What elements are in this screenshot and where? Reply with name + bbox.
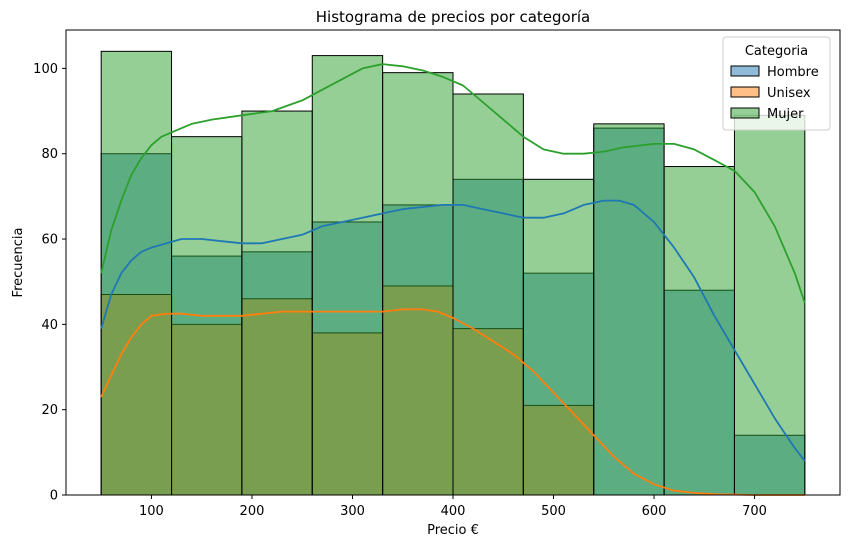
kde-line-unisex (100, 308, 805, 496)
y-tick-label: 100 (33, 62, 58, 77)
chart-title: Histograma de precios por categoría (316, 8, 590, 26)
x-axis-ticks: 100 200 300 400 500 600 700 (139, 495, 767, 519)
bar-mujer-bin-6 (522, 178, 595, 496)
y-axis-ticks: 0 20 40 60 80 100 (33, 62, 66, 504)
y-tick-label: 60 (41, 233, 58, 248)
legend: Categoria Hombre Unisex Mujer (722, 36, 831, 131)
y-tick-label: 40 (41, 318, 58, 333)
y-axis-label: Frecuencia (11, 228, 26, 298)
legend-label-hombre: Hombre (767, 65, 819, 80)
legend-swatch-hombre (730, 65, 760, 77)
x-tick-label: 600 (642, 504, 667, 519)
x-tick-label: 700 (742, 504, 767, 519)
kde-line-hombre (100, 199, 806, 462)
bar-mujer-bin-2 (241, 110, 313, 496)
bar-mujer-bin-5 (452, 93, 524, 496)
bar-mujer-bin-9 (733, 114, 806, 496)
x-tick-label: 500 (541, 504, 566, 519)
y-tick-label: 20 (41, 403, 58, 418)
bar-mujer-bin-0 (100, 50, 173, 496)
legend-box (722, 36, 831, 131)
kde-line-mujer (100, 63, 806, 304)
legend-label-mujer: Mujer (767, 107, 804, 122)
legend-label-unisex: Unisex (767, 86, 811, 101)
y-tick-label: 0 (50, 489, 58, 504)
x-tick-label: 200 (240, 504, 265, 519)
y-tick-label: 80 (41, 147, 58, 162)
x-tick-label: 400 (441, 504, 466, 519)
legend-title: Categoria (745, 44, 808, 59)
bar-mujer-bin-3 (311, 55, 384, 496)
legend-swatch-unisex (730, 86, 760, 98)
x-axis-label: Precio € (427, 523, 479, 538)
x-tick-label: 100 (139, 504, 164, 519)
kde-layer (100, 63, 806, 496)
x-tick-label: 300 (340, 504, 365, 519)
legend-items: Hombre Unisex Mujer (730, 65, 819, 122)
legend-swatch-mujer (730, 107, 760, 119)
bar-mujer-bin-4 (382, 72, 454, 496)
bar-mujer-bin-7 (593, 123, 665, 496)
